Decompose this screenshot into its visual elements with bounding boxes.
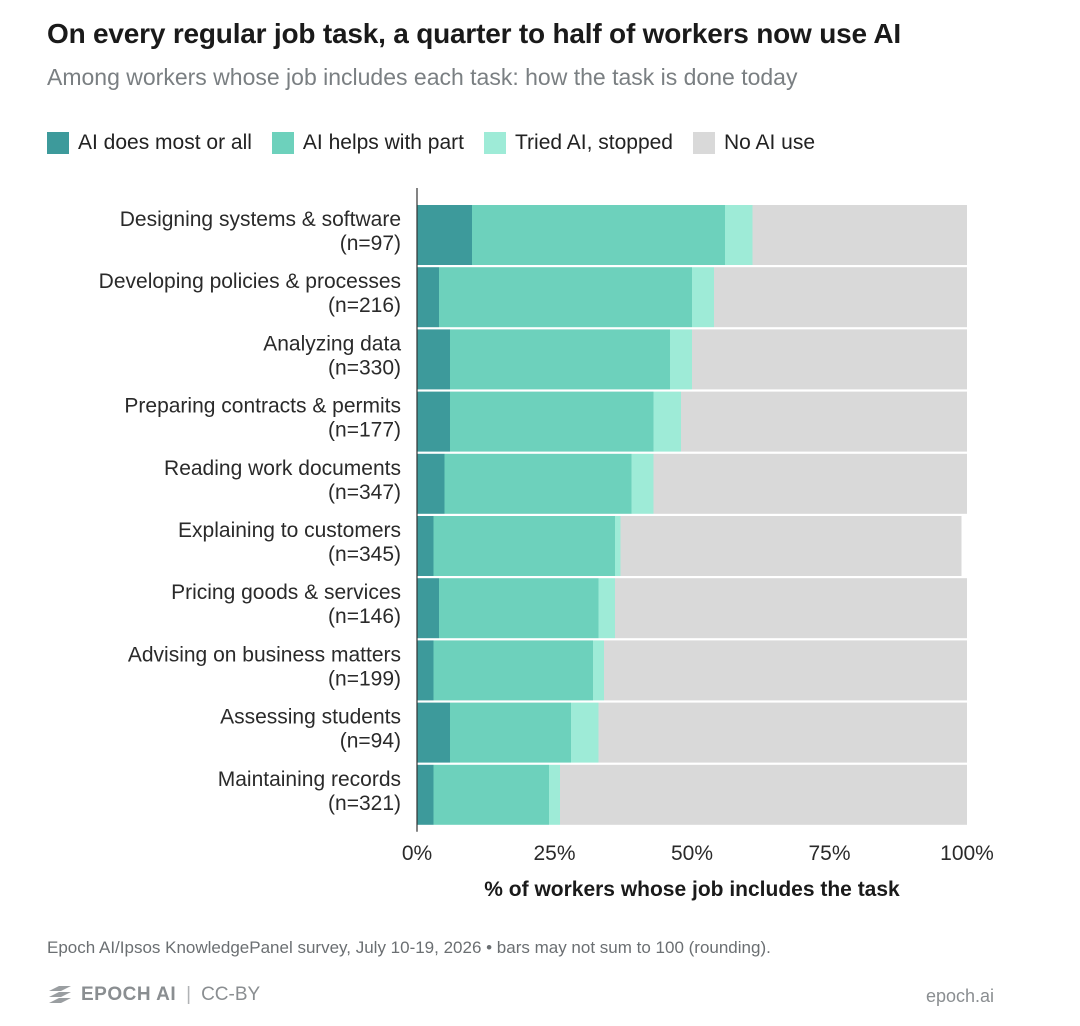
brand-separator: | — [186, 984, 192, 1005]
bar-designing-systems-software-ai-helps-with-part — [472, 205, 725, 265]
bar-preparing-contracts-permits-ai-helps-with-part — [450, 391, 654, 452]
x-tick-label-100: 100% — [940, 842, 994, 865]
bar-advising-on-business-matters-ai-helps-with-part — [433, 640, 593, 701]
category-label-pricing-goods-services: Pricing goods & services — [171, 581, 401, 604]
category-label-developing-policies-processes: Developing policies & processes — [99, 270, 401, 293]
sample-size-label-advising-on-business-matters: (n=199) — [328, 667, 401, 690]
category-label-reading-work-documents: Reading work documents — [164, 457, 401, 480]
bar-assessing-students-tried-ai-stopped — [571, 702, 599, 763]
bar-preparing-contracts-permits-tried-ai-stopped — [653, 391, 681, 452]
legend-item-ai-most: AI does most or all — [47, 131, 252, 155]
bar-designing-systems-software-tried-ai-stopped — [725, 205, 753, 265]
category-label-preparing-contracts-permits: Preparing contracts & permits — [124, 395, 401, 418]
stacked-bar-chart: Designing systems & software(n=97) Develo… — [99, 188, 994, 901]
bar-maintaining-records-no-ai-use — [560, 764, 967, 825]
bar-reading-work-documents-ai-does-most-or-all — [417, 453, 445, 514]
sample-size-label-assessing-students: (n=94) — [340, 730, 401, 753]
bar-developing-policies-processes-ai-does-most-or-all — [417, 267, 439, 328]
bar-maintaining-records-tried-ai-stopped — [549, 764, 560, 825]
website-link[interactable]: epoch.ai — [925, 986, 994, 1006]
sample-size-label-maintaining-records: (n=321) — [328, 792, 401, 815]
bar-designing-systems-software-no-ai-use — [752, 205, 967, 265]
x-tick-label-0: 0% — [402, 842, 432, 865]
category-label-assessing-students: Assessing students — [220, 706, 401, 729]
sample-size-label-developing-policies-processes: (n=216) — [328, 294, 401, 317]
bar-developing-policies-processes-tried-ai-stopped — [692, 267, 714, 328]
bar-pricing-goods-services-no-ai-use — [615, 578, 967, 639]
category-label-analyzing-data: Analyzing data — [263, 332, 401, 355]
bar-maintaining-records-ai-does-most-or-all — [417, 764, 434, 825]
bar-pricing-goods-services-ai-helps-with-part — [439, 578, 599, 639]
legend-swatch-ai-helps — [271, 132, 294, 154]
legend-label-ai-helps: AI helps with part — [302, 131, 464, 154]
sample-size-label-designing-systems-software: (n=97) — [340, 232, 401, 255]
category-label-maintaining-records: Maintaining records — [218, 768, 401, 791]
bar-advising-on-business-matters-ai-does-most-or-all — [417, 640, 434, 701]
legend-label-tried-stopped: Tried AI, stopped — [515, 131, 673, 154]
legend-item-tried-stopped: Tried AI, stopped — [484, 131, 673, 155]
bar-explaining-to-customers-ai-does-most-or-all — [417, 516, 434, 576]
bar-analyzing-data-tried-ai-stopped — [670, 329, 692, 390]
bar-analyzing-data-ai-helps-with-part — [450, 329, 670, 390]
bar-assessing-students-no-ai-use — [598, 702, 967, 763]
bar-reading-work-documents-tried-ai-stopped — [631, 453, 654, 514]
brand-name: EPOCH AI — [81, 984, 177, 1005]
bar-reading-work-documents-no-ai-use — [653, 453, 967, 514]
bar-preparing-contracts-permits-ai-does-most-or-all — [417, 391, 450, 452]
legend-swatch-no-ai — [692, 132, 715, 154]
sample-size-label-preparing-contracts-permits: (n=177) — [328, 419, 401, 442]
chart-subtitle: Among workers whose job includes each ta… — [47, 64, 798, 90]
category-label-designing-systems-software: Designing systems & software — [120, 208, 401, 231]
chart-title: On every regular job task, a quarter to … — [47, 18, 901, 49]
bar-developing-policies-processes-no-ai-use — [714, 267, 967, 328]
x-tick-label-50: 50% — [671, 842, 713, 865]
bar-explaining-to-customers-no-ai-use — [620, 516, 962, 576]
bar-developing-policies-processes-ai-helps-with-part — [439, 267, 692, 328]
bar-reading-work-documents-ai-helps-with-part — [444, 453, 632, 514]
x-tick-label-25: 25% — [533, 842, 575, 865]
legend-swatch-tried-stopped — [484, 132, 506, 154]
legend: AI does most or all AI helps with part T… — [47, 128, 835, 158]
legend-label-ai-most: AI does most or all — [78, 131, 252, 154]
bar-advising-on-business-matters-no-ai-use — [604, 640, 967, 701]
legend-label-no-ai: No AI use — [723, 131, 816, 154]
license-label: CC-BY — [201, 984, 261, 1005]
category-label-explaining-to-customers: Explaining to customers — [178, 519, 401, 542]
bar-explaining-to-customers-ai-helps-with-part — [433, 516, 615, 576]
bar-assessing-students-ai-does-most-or-all — [417, 702, 450, 763]
bar-explaining-to-customers-tried-ai-stopped — [615, 516, 621, 576]
brand: EPOCH AI | CC-BY — [47, 984, 260, 1006]
sample-size-label-reading-work-documents: (n=347) — [328, 481, 401, 504]
bar-preparing-contracts-permits-no-ai-use — [681, 391, 967, 452]
bar-advising-on-business-matters-tried-ai-stopped — [593, 640, 604, 701]
legend-item-no-ai: No AI use — [692, 131, 816, 155]
bar-pricing-goods-services-tried-ai-stopped — [598, 578, 615, 639]
epoch-logo-icon — [49, 986, 71, 1003]
sample-size-label-analyzing-data: (n=330) — [328, 356, 401, 379]
bar-analyzing-data-ai-does-most-or-all — [417, 329, 450, 390]
category-label-advising-on-business-matters: Advising on business matters — [128, 643, 401, 666]
sample-size-label-explaining-to-customers: (n=345) — [328, 543, 401, 566]
bar-maintaining-records-ai-helps-with-part — [433, 764, 549, 825]
sample-size-label-pricing-goods-services: (n=146) — [328, 605, 401, 628]
bar-analyzing-data-no-ai-use — [692, 329, 967, 390]
legend-item-ai-helps: AI helps with part — [271, 131, 464, 155]
x-axis-label: % of workers whose job includes the task — [484, 878, 900, 901]
bar-pricing-goods-services-ai-does-most-or-all — [417, 578, 439, 639]
bar-assessing-students-ai-helps-with-part — [450, 702, 571, 763]
x-tick-label-75: 75% — [808, 842, 850, 865]
legend-swatch-ai-most — [47, 132, 69, 154]
source-note: Epoch AI/Ipsos KnowledgePanel survey, Ju… — [47, 938, 771, 957]
bar-designing-systems-software-ai-does-most-or-all — [417, 205, 472, 265]
